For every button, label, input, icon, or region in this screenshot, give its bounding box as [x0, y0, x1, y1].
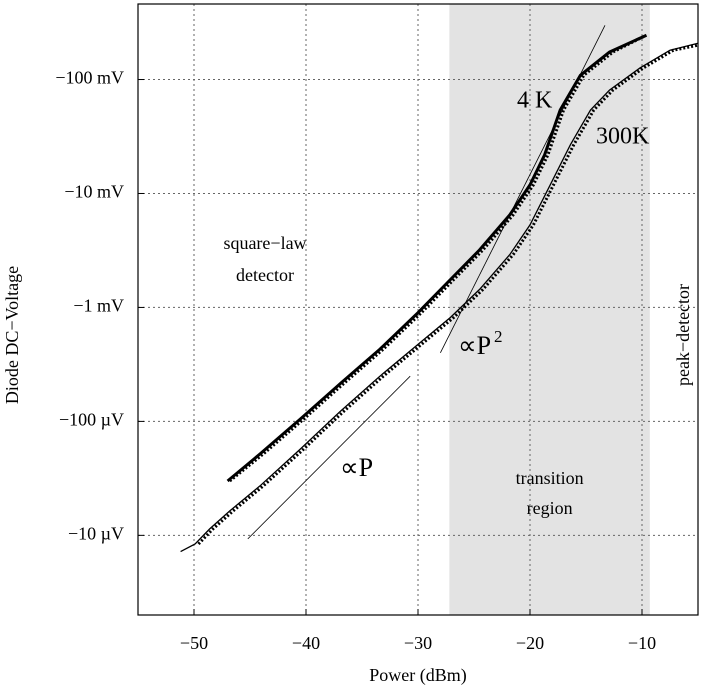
- y-tick-label: −1 mV: [73, 296, 124, 316]
- transition-band: [449, 4, 650, 615]
- guide-label-text: ∝P: [458, 331, 491, 360]
- guide-line: [247, 375, 411, 540]
- data-line: [228, 34, 645, 483]
- x-tick-label: −40: [292, 633, 320, 653]
- y-tick-label: −10 mV: [64, 182, 124, 202]
- region-label: square−law: [223, 233, 306, 253]
- guide-label: ∝P: [340, 453, 373, 482]
- y-tick-label: −100 µV: [59, 410, 124, 430]
- y-tick-label: −10 µV: [68, 523, 124, 543]
- region-label: detector: [236, 265, 294, 285]
- x-axis-label: Power (dBm): [369, 665, 467, 686]
- x-tick-label: −30: [404, 633, 432, 653]
- series-label: 4 K: [517, 88, 553, 114]
- band-label: region: [527, 498, 573, 518]
- plot-frame: [137, 3, 699, 616]
- y-axis-label: Diode DC−Voltage: [2, 266, 22, 404]
- x-tick-label: −20: [516, 633, 544, 653]
- data-line: [197, 43, 699, 546]
- y-tick-label: −100 mV: [55, 68, 124, 88]
- guide-line: [440, 25, 606, 353]
- guide-label-sup: 2: [494, 327, 503, 346]
- guide-label: ∝P 2: [458, 327, 503, 360]
- x-tick-label: −10: [628, 633, 656, 653]
- band-label: transition: [516, 468, 584, 488]
- guide-label-text: ∝P: [340, 453, 373, 482]
- series-label: 300K: [596, 124, 650, 150]
- x-tick-label: −50: [180, 633, 208, 653]
- region-label: peak−detector: [673, 284, 693, 386]
